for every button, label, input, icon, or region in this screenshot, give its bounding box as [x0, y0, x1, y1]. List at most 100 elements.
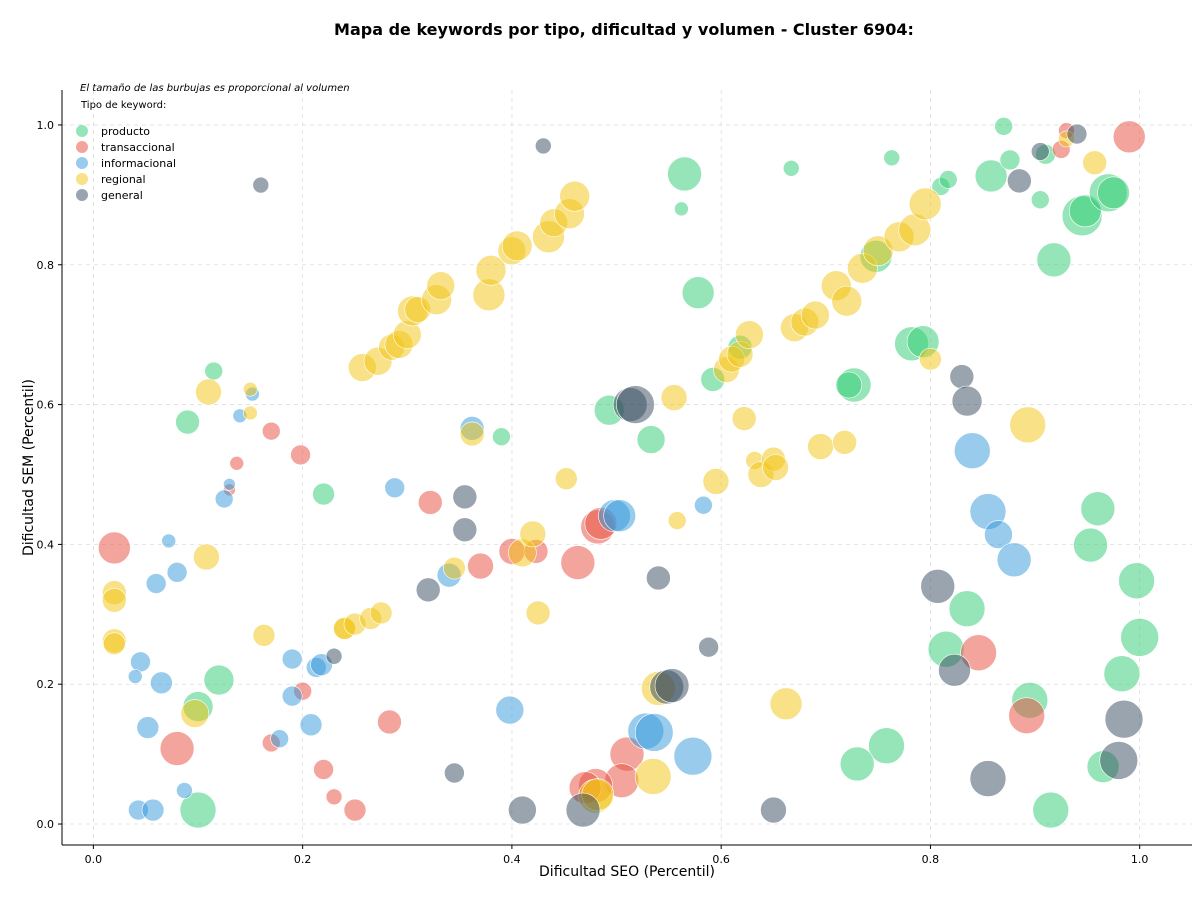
bubble-producto [782, 159, 800, 177]
y-tick-label: 0.4 [37, 538, 55, 551]
bubble-regional [1009, 406, 1047, 444]
bubble-general [1099, 741, 1139, 780]
legend-marker-regional [76, 173, 88, 185]
bubble-regional [443, 556, 466, 580]
bubble-transaccional [560, 545, 596, 580]
legend-label-informacional: informacional [101, 157, 176, 170]
bubble-regional [195, 378, 222, 406]
bubble-transaccional [467, 552, 494, 580]
bubble-regional [369, 601, 393, 625]
bubble-regional [832, 430, 857, 455]
bubble-producto [204, 361, 224, 381]
ticks: 0.0 0.2 0.4 0.6 0.8 1.0 0.0 0.2 0.4 0.6 0.8 1.0 [37, 119, 1149, 866]
bubble-producto [868, 727, 905, 765]
bubble-informacional [145, 573, 167, 594]
bubble-general [646, 565, 671, 591]
x-tick-label: 0.2 [294, 853, 312, 866]
bubble-general [969, 760, 1007, 797]
bubble-informacional [176, 782, 193, 799]
bubble-general [1007, 168, 1032, 194]
bubble-transaccional [1112, 120, 1146, 154]
bubble-general [760, 796, 787, 824]
bubble-producto [492, 427, 511, 447]
bubble-transaccional [229, 456, 245, 471]
bubble-producto [938, 170, 958, 189]
bubble-producto [1032, 791, 1070, 829]
bubble-producto [203, 664, 235, 696]
y-tick-label: 0.2 [37, 678, 55, 691]
bubble-regional [831, 285, 863, 317]
bubble-layer [98, 117, 1159, 829]
bubble-general [508, 795, 537, 825]
bubble-transaccional [960, 634, 997, 672]
bubble-regional [501, 230, 533, 262]
bubble-producto [1103, 655, 1141, 693]
bubble-regional [702, 468, 730, 495]
chart-title: Mapa de keywords por tipo, dificultad y … [334, 20, 914, 39]
bubble-informacional [384, 477, 406, 499]
bubble-informacional [673, 736, 713, 776]
bubble-producto [994, 117, 1013, 136]
bubble-producto [1118, 562, 1155, 600]
bubble-transaccional [377, 709, 402, 735]
bubble-regional [801, 300, 830, 330]
legend-marker-transaccional [76, 141, 88, 153]
bubble-regional [102, 588, 127, 613]
legend-title: Tipo de keyword: [80, 100, 166, 111]
bubble-general [1066, 123, 1088, 145]
legend-marker-producto [76, 125, 88, 137]
bubble-informacional [996, 542, 1032, 578]
bubble-regional [426, 271, 456, 301]
bubble-general [452, 484, 478, 510]
x-axis-label: Dificultad SEO (Percentil) [539, 864, 715, 880]
bubble-informacional [223, 477, 236, 491]
bubble-regional [243, 381, 258, 397]
bubble-general [534, 137, 552, 155]
legend: Tipo de keyword: producto transaccional in… [76, 100, 176, 202]
bubble-regional [735, 320, 764, 349]
bubble-informacional [141, 798, 165, 822]
bubble-producto [1120, 618, 1159, 657]
bubble-general [1030, 142, 1050, 161]
bubble-regional [525, 600, 551, 626]
bubble-general [415, 577, 441, 603]
bubble-regional [559, 180, 590, 212]
bubble-regional [555, 467, 578, 490]
x-tick-label: 1.0 [1131, 853, 1149, 866]
bubble-informacional [603, 499, 636, 533]
bubble-producto [1080, 491, 1116, 527]
bubble-regional [243, 405, 258, 421]
bubble-general [325, 647, 343, 665]
bubble-informacional [495, 695, 525, 725]
legend-label-producto: producto [101, 125, 150, 138]
bubble-regional [180, 699, 210, 728]
bubble-transaccional [1008, 697, 1045, 734]
bubble-transaccional [313, 759, 334, 780]
bubble-transaccional [325, 788, 343, 806]
bubble-regional [807, 433, 834, 460]
bubble-producto [999, 149, 1021, 171]
bubble-regional [1082, 150, 1107, 176]
bubble-general [920, 569, 956, 604]
bubble-producto [835, 371, 863, 399]
bubble-transaccional [98, 531, 131, 565]
bubble-regional [193, 543, 220, 571]
bubble-regional [634, 758, 672, 795]
axes [61, 90, 1192, 846]
y-tick-label: 0.6 [37, 399, 55, 412]
bubble-general [252, 176, 270, 194]
bubble-regional [519, 520, 547, 548]
bubble-regional [731, 406, 757, 431]
bubble-informacional [281, 648, 303, 670]
bubble-regional [919, 347, 942, 371]
bubble-general [654, 668, 690, 703]
legend-label-transaccional: transaccional [101, 141, 175, 154]
grid [62, 90, 1192, 845]
bubble-producto [179, 791, 217, 829]
bubble-general [452, 517, 478, 543]
bubble-general [698, 636, 719, 658]
bubble-informacional [953, 432, 991, 470]
x-tick-label: 0.4 [503, 853, 521, 866]
bubble-producto [681, 276, 715, 310]
legend-marker-informacional [76, 157, 88, 169]
